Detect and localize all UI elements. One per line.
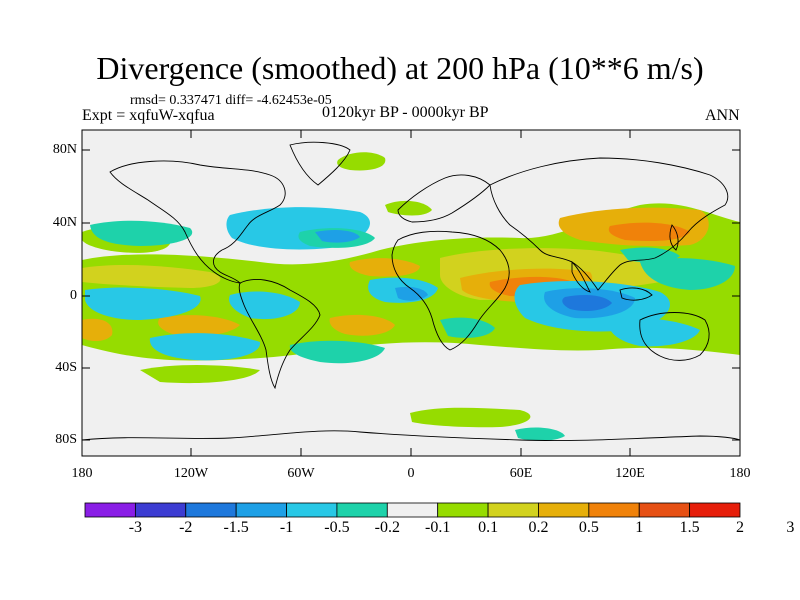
field-east-pac-south-orange [82,318,113,342]
colorbar-tick-label: 0.5 [578,519,599,536]
field-south-pacific-positive [140,365,260,384]
field-south-indian-cyan [609,318,700,347]
coast-europe [397,174,491,223]
lat-label-80n: 80N [52,142,77,157]
lon-label-180e: 180 [729,466,751,481]
coast-south-america [238,279,321,390]
colorbar-swatch [336,502,388,518]
field-west-pacific-orange [158,315,240,337]
field-south-ocean-cyan [515,427,565,441]
colorbar-swatch [286,502,338,518]
lat-label-80s: 80S [55,432,77,447]
colorbar-swatch [538,502,590,518]
coast-africa [391,230,510,351]
colorbar-tick-label: 3 [786,519,795,536]
colorbar-tick-label: -0.5 [324,519,350,536]
season-label: ANN [705,107,740,124]
lat-label-40s: 40S [55,360,77,375]
field-south-america-cyan [229,291,300,320]
divergence-field [82,152,740,441]
lon-label-60w: 60W [287,466,315,481]
experiment-label: Expt = xqfuW-xqfua [82,107,215,124]
colorbar-tick-label: 1.5 [679,519,700,536]
colorbar-tick-label: 0.1 [478,519,499,536]
coast-north-america [109,160,286,284]
colorbar-swatch [588,502,640,518]
field-atlantic-tropic-orange [349,258,420,277]
field-central-pacific-cyan [85,287,201,320]
coastlines [82,141,740,441]
coast-asia [489,157,729,291]
plot-title: Divergence (smoothed) at 200 hPa (10**6 … [96,50,704,86]
colorbar-tick-label: -1.5 [223,519,249,536]
field-south-ocean-band [410,407,531,428]
field-south-pacific-cyan [149,333,261,361]
colorbar-swatch [84,502,136,518]
lon-label-180w: 180 [71,466,93,481]
axis-ticks [82,130,740,456]
coast-japan [669,224,679,251]
field-greenland-positive [337,152,386,171]
rmsd-diff-stats: rmsd= 0.337471 diff= -4.62453e-05 [130,93,332,108]
colorbar-tick-label: -2 [179,519,193,536]
colorbar-tick-label: -3 [128,519,143,536]
lon-label-0: 0 [407,466,415,481]
colorbar-swatch [235,502,287,518]
lon-label-120w: 120W [173,466,209,481]
field-africa-south-cyan [440,317,495,338]
field-atlantic-equatorial-blue [395,286,428,301]
colorbar-tick-label: 0.2 [528,519,549,536]
colorbar-swatch [689,502,741,518]
lon-label-120e: 120E [615,466,645,481]
lat-label-0: 0 [70,288,77,303]
field-east-pacific-orange [82,265,221,288]
colorbar-tick-label: 2 [736,519,744,536]
field-tropical-west-cyan [640,258,735,290]
colorbar-swatch [437,502,489,518]
colorbar-tick-label: 1 [635,519,644,536]
coast-india [571,260,591,293]
colorbar-swatch [487,502,539,518]
coast-australia [639,312,710,361]
coast-se-asia [619,287,653,301]
colorbar-swatch [134,502,187,518]
period-label: 0120kyr BP - 0000kyr BP [322,104,489,121]
field-nw-pacific-cyan [620,247,680,263]
field-nw-europe-positive [385,200,432,216]
coast-antarctica [82,430,740,441]
colorbar-tick-label: -1 [279,519,294,536]
field-north-pacific-cyan [90,220,193,246]
colorbar-swatch [386,502,439,518]
coast-greenland [289,141,351,186]
colorbar-swatch [638,502,691,518]
colorbar [84,502,741,518]
field-north-atlantic-blue [315,229,360,243]
colorbar-swatch [185,502,237,518]
colorbar-tick-label: -0.2 [374,519,400,536]
field-south-atlantic-green [289,340,385,364]
field-indian-ocean-core [562,295,612,311]
lon-label-60e: 60E [509,466,533,481]
field-south-atlantic-orange [329,314,395,336]
colorbar-tick-label: -0.1 [425,519,451,536]
lat-label-40n: 40N [52,215,77,230]
